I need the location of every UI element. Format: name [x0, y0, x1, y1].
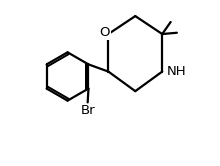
Text: NH: NH: [166, 65, 186, 78]
Text: Br: Br: [80, 104, 95, 117]
Text: O: O: [99, 26, 110, 39]
